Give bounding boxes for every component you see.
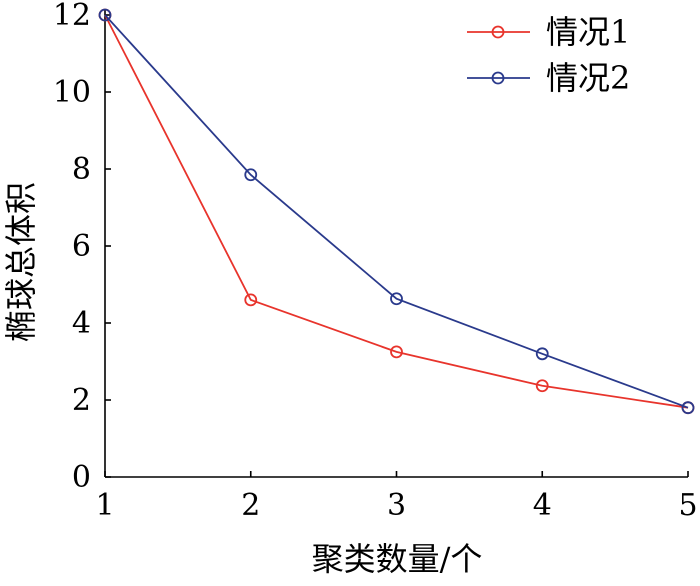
data-point — [244, 293, 258, 307]
y-tick-label: 4 — [72, 306, 91, 341]
legend-item: 情况1 — [467, 13, 630, 51]
x-tick-label: 3 — [387, 488, 406, 523]
legend-marker — [491, 71, 505, 85]
legend-label: 情况1 — [546, 13, 630, 51]
y-tick-label: 0 — [72, 460, 91, 495]
legend-label: 情况2 — [546, 59, 630, 97]
data-point — [244, 168, 258, 182]
x-tick-label: 1 — [95, 488, 114, 523]
series-layer — [98, 8, 695, 415]
y-axis-label: 椭球总体积 — [2, 182, 40, 342]
data-point — [535, 347, 549, 361]
y-tick-label: 2 — [72, 383, 91, 418]
series-line — [104, 14, 689, 409]
legend-marker — [491, 25, 505, 39]
data-point — [98, 8, 112, 22]
y-tick-label: 8 — [72, 152, 91, 187]
series-2 — [98, 8, 695, 415]
y-tick-label: 12 — [53, 0, 91, 33]
legend-item: 情况2 — [467, 59, 630, 97]
data-point — [535, 379, 549, 393]
x-axis-label: 聚类数量/个 — [312, 540, 483, 578]
x-tick-label: 5 — [678, 488, 697, 523]
y-tick-label: 6 — [72, 229, 91, 264]
x-tick-label: 4 — [533, 488, 552, 523]
series-line — [104, 14, 689, 409]
data-point — [390, 345, 403, 359]
data-point — [681, 401, 695, 415]
y-tick-label: 10 — [53, 75, 91, 110]
data-point — [390, 292, 403, 306]
x-tick-label: 2 — [241, 488, 260, 523]
